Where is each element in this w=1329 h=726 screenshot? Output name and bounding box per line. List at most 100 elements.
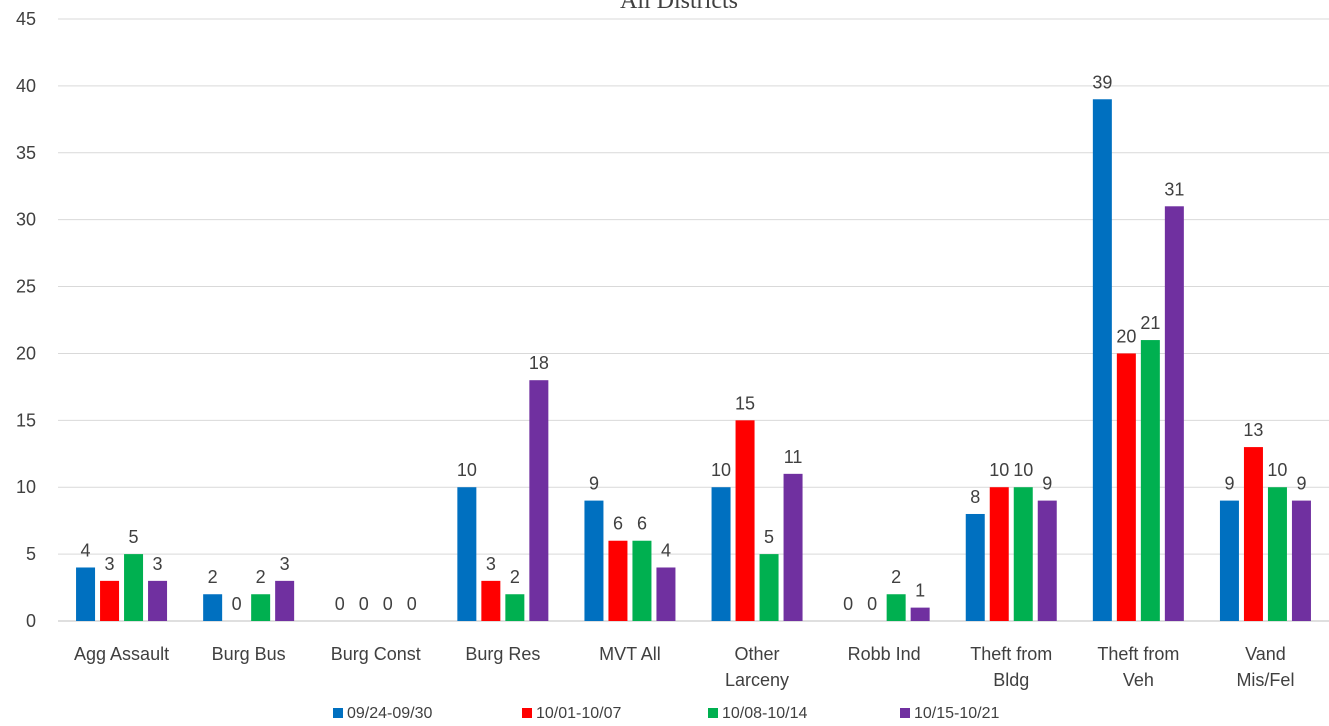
y-tick-label: 0 (26, 611, 36, 631)
bars (76, 99, 1311, 622)
bar (1219, 500, 1239, 621)
legend-label: 10/15-10/21 (914, 705, 1000, 722)
data-label: 0 (407, 594, 417, 614)
legend-label: 09/24-09/30 (347, 705, 433, 722)
x-tick-label: Theft from (1097, 644, 1179, 664)
chart-title: All Districts (620, 0, 738, 14)
data-label: 5 (764, 527, 774, 547)
bar (1013, 487, 1033, 621)
bar (1140, 340, 1160, 621)
data-label: 9 (1224, 474, 1234, 494)
data-label: 10 (989, 460, 1009, 480)
data-label: 6 (637, 514, 647, 534)
bar (1037, 500, 1057, 621)
data-label: 2 (208, 567, 218, 587)
legend: 09/24-09/30 10/01-10/07 10/08-10/14 10/15-1… (333, 705, 1000, 722)
bar (203, 594, 223, 621)
x-tick-label: Robb Ind (848, 644, 921, 664)
bar (1243, 447, 1263, 621)
y-tick-label: 35 (16, 143, 36, 163)
bar (735, 420, 755, 621)
bar (1092, 99, 1112, 622)
bar (1116, 353, 1136, 621)
data-label: 21 (1140, 313, 1160, 333)
bar (1291, 500, 1311, 621)
data-label: 6 (613, 514, 623, 534)
bar (886, 594, 906, 621)
data-label: 9 (589, 474, 599, 494)
x-tick-label: Larceny (725, 670, 789, 690)
data-label: 20 (1116, 326, 1136, 346)
y-tick-label: 30 (16, 210, 36, 230)
y-axis-ticks: 0 5 10 15 20 25 30 35 40 45 (16, 9, 36, 631)
y-tick-label: 45 (16, 9, 36, 29)
data-label: 10 (711, 460, 731, 480)
data-label: 8 (970, 487, 980, 507)
data-label: 18 (529, 353, 549, 373)
data-label: 0 (843, 594, 853, 614)
y-tick-label: 5 (26, 544, 36, 564)
y-tick-label: 20 (16, 343, 36, 363)
x-tick-label: Bldg (993, 670, 1029, 690)
data-label: 15 (735, 393, 755, 413)
y-tick-label: 15 (16, 410, 36, 430)
bar (711, 487, 731, 621)
x-tick-label: Veh (1123, 670, 1154, 690)
y-tick-label: 25 (16, 277, 36, 297)
data-label: 13 (1243, 420, 1263, 440)
bar (783, 473, 803, 621)
x-tick-label: Burg Const (331, 644, 421, 664)
bar (910, 607, 930, 621)
x-tick-label: Burg Bus (212, 644, 286, 664)
x-axis-categories: Agg Assault Burg Bus Burg Const Burg Res MVT… (74, 644, 1294, 690)
data-label: 0 (867, 594, 877, 614)
bar (989, 487, 1009, 621)
data-label: 5 (129, 527, 139, 547)
data-label: 3 (486, 554, 496, 574)
x-tick-label: Vand (1245, 644, 1286, 664)
legend-swatch (333, 708, 343, 718)
bar (759, 554, 779, 621)
legend-swatch (708, 708, 718, 718)
bar (1164, 206, 1184, 622)
data-label: 0 (335, 594, 345, 614)
bar (965, 513, 985, 621)
data-label: 3 (105, 554, 115, 574)
data-label: 4 (81, 540, 91, 560)
data-label: 39 (1092, 72, 1112, 92)
legend-label: 10/08-10/14 (722, 705, 808, 722)
x-tick-label: MVT All (599, 644, 661, 664)
data-label: 31 (1164, 179, 1184, 199)
data-label: 0 (232, 594, 242, 614)
x-tick-label: Mis/Fel (1236, 670, 1294, 690)
bar (584, 500, 604, 621)
bar (481, 580, 501, 621)
data-label: 4 (661, 540, 671, 560)
data-label: 2 (891, 567, 901, 587)
x-tick-label: Other (735, 644, 780, 664)
data-label: 10 (457, 460, 477, 480)
x-tick-label: Burg Res (465, 644, 540, 664)
data-label: 9 (1296, 474, 1306, 494)
data-label: 9 (1042, 474, 1052, 494)
data-label: 11 (784, 447, 803, 467)
bar (148, 580, 168, 621)
data-label: 3 (153, 554, 163, 574)
gridlines (58, 18, 1329, 622)
legend-label: 10/01-10/07 (536, 705, 622, 722)
bar (457, 487, 477, 621)
bar (251, 594, 271, 621)
data-label: 1 (915, 581, 925, 601)
bar (1267, 487, 1287, 621)
x-tick-label: Agg Assault (74, 644, 169, 664)
data-label: 2 (256, 567, 266, 587)
bar (124, 554, 144, 621)
data-label: 10 (1013, 460, 1033, 480)
data-label: 0 (359, 594, 369, 614)
data-label: 0 (383, 594, 393, 614)
data-label: 10 (1267, 460, 1287, 480)
bar (76, 567, 96, 621)
bar (608, 540, 628, 621)
